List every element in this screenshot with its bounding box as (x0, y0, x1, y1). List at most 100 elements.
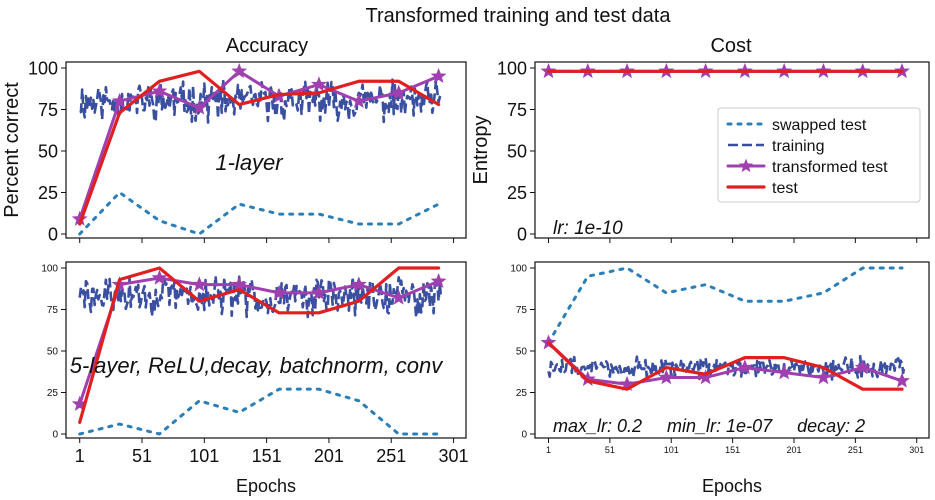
xtick-label: 151 (252, 446, 282, 466)
ytick-label: 100 (28, 58, 58, 78)
series-line-test (546, 341, 904, 391)
figure-title: Transformed training and test data (366, 5, 672, 27)
series-line-transformed-test (78, 276, 441, 406)
transformed-test-marker (430, 272, 447, 289)
ytick-label: 25 (47, 388, 59, 399)
ytick-label: 75 (38, 100, 58, 120)
plot-area (71, 62, 447, 236)
series-line-training (78, 274, 443, 319)
ytick-label: 75 (47, 305, 59, 316)
panel-annotation: max_lr: 0.2 min_lr: 1e-07 decay: 2 (553, 416, 865, 436)
panel-annotation: lr: 1e-10 (553, 218, 623, 239)
transformed-test-marker (854, 359, 871, 375)
transformed-test-marker (151, 269, 168, 285)
xlabel: Epochs (702, 476, 762, 496)
series-line-test (78, 69, 441, 226)
series-line-swapped-test (547, 266, 904, 345)
transformed-test-marker (894, 372, 910, 388)
series-line-swapped-test (78, 387, 441, 436)
ytick-label: 25 (516, 388, 528, 399)
axes-frame (534, 61, 930, 239)
plot-area (540, 266, 910, 391)
transformed-test-marker (111, 92, 128, 108)
xtick-label: 301 (909, 445, 924, 455)
xtick-label: 151 (725, 445, 740, 455)
xtick-label: 101 (189, 446, 219, 466)
xtick-label: 201 (786, 445, 801, 455)
panel-annotation: 5-layer, ReLU,decay, batchnorm, conv (70, 353, 445, 378)
xtick-label: 301 (439, 446, 469, 466)
ytick-label: 100 (510, 264, 527, 275)
series-line-transformed-test (547, 341, 904, 386)
column-title-cost: Cost (710, 35, 752, 57)
plot-area (540, 62, 910, 79)
transformed-test-marker (815, 369, 832, 385)
xtick-label: 51 (132, 446, 152, 466)
transformed-test-marker (390, 84, 407, 100)
xtick-label: 51 (605, 445, 615, 455)
legend-star-marker (738, 158, 754, 173)
series-line-test (78, 266, 441, 424)
legend-label: training (772, 138, 824, 155)
xtick-label: 251 (848, 445, 863, 455)
ytick-label: 50 (38, 141, 58, 161)
ylabel: Entropy (470, 116, 492, 185)
series-line-training (79, 78, 443, 124)
legend-label: transformed test (772, 159, 888, 176)
ylabel: Percent correct (1, 82, 23, 218)
axes-frame (65, 261, 467, 439)
legend-label: test (772, 180, 798, 197)
legend-label: swapped test (772, 117, 867, 134)
transformed-test-marker (736, 359, 753, 375)
ytick-label: 0 (521, 430, 527, 441)
ytick-label: 0 (52, 430, 58, 441)
legend-box (717, 107, 921, 203)
ytick-label: 50 (507, 141, 527, 161)
column-title-accuracy: Accuracy (226, 35, 308, 57)
legend: swapped test training transformed test test (717, 107, 921, 203)
transformed-test-marker (231, 62, 248, 79)
transformed-test-marker (350, 276, 367, 292)
ytick-label: 0 (48, 224, 58, 244)
ytick-label: 50 (47, 347, 59, 358)
panel-top-right: 0 25 50 75 100 Entropy lr: 1e-10 (470, 58, 930, 244)
transformed-test-marker (430, 67, 447, 84)
xtick-label: 1 (75, 446, 85, 466)
xtick-label: 101 (664, 445, 679, 455)
xlabel: Epochs (236, 476, 296, 496)
transformed-test-marker (191, 99, 208, 115)
plot-area (71, 266, 447, 436)
transformed-test-marker (697, 369, 714, 385)
ytick-label: 0 (517, 224, 527, 244)
transformed-test-marker (231, 276, 248, 292)
ytick-label: 25 (507, 183, 527, 203)
xtick-label: 251 (376, 446, 406, 466)
xtick-label: 1 (546, 445, 551, 455)
transformed-test-marker (311, 76, 327, 92)
ytick-label: 50 (516, 347, 528, 358)
transformed-test-marker (311, 284, 327, 300)
transformed-test-marker (658, 369, 675, 385)
axes-frame (65, 61, 467, 239)
transformed-test-marker (151, 82, 168, 98)
xtick-label: 201 (314, 446, 344, 466)
ytick-label: 75 (516, 305, 528, 316)
panel-annotation: 1-layer (215, 150, 284, 175)
ytick-label: 100 (41, 264, 58, 275)
transformed-test-marker (271, 284, 288, 300)
series-line-swapped-test (78, 191, 441, 236)
ytick-label: 25 (38, 183, 58, 203)
transformed-test-marker (350, 92, 367, 108)
ytick-label: 100 (497, 58, 527, 78)
transformed-test-marker (390, 289, 407, 305)
ytick-label: 75 (507, 100, 527, 120)
axes-frame (534, 261, 930, 439)
transformed-test-marker (776, 364, 793, 380)
series-line-training (547, 354, 906, 381)
transformed-test-marker (191, 276, 208, 292)
